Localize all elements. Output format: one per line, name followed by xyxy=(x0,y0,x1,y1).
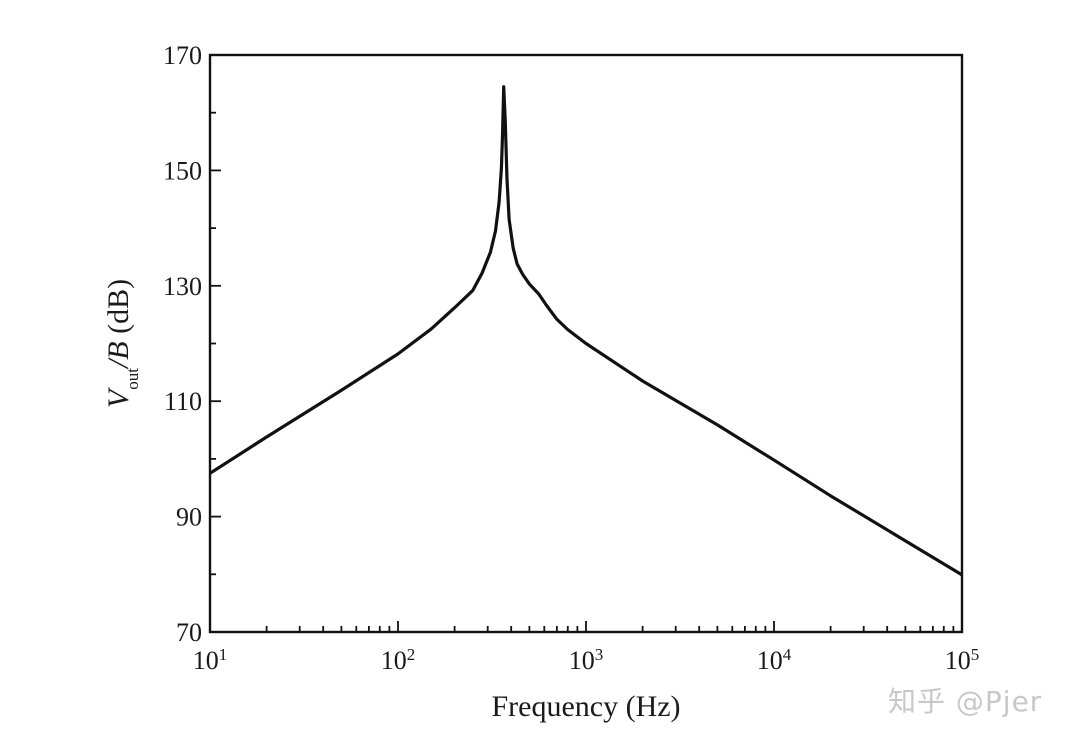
y-tick-label: 90 xyxy=(176,503,202,532)
y-tick-label: 170 xyxy=(163,41,202,70)
y-axis-title-main: V xyxy=(102,386,135,408)
x-tick-label: 101 xyxy=(193,645,228,676)
x-tick-label: 105 xyxy=(945,645,980,676)
y-tick-label: 70 xyxy=(176,618,202,647)
plot-frame xyxy=(208,53,964,634)
series-line xyxy=(209,85,963,577)
x-axis-title: Frequency (Hz) xyxy=(491,690,680,723)
y-tick-label: 110 xyxy=(164,387,202,416)
x-tick-label: 104 xyxy=(757,645,792,676)
watermark-text: 知乎 @Pjer xyxy=(888,685,1043,718)
y-axis-title: Vout/B (dB) xyxy=(102,279,142,408)
y-axis-title-sub: out xyxy=(123,368,142,390)
tick-labels-group: 70 90 110 130 150 170 101 102 103 104 105 xyxy=(163,41,979,675)
y-tick-label: 150 xyxy=(163,156,202,185)
y-tick-label: 130 xyxy=(163,272,202,301)
y-axis-title-rest: /B (dB) xyxy=(102,279,135,370)
x-tick-label: 103 xyxy=(569,645,604,676)
x-tick-label: 102 xyxy=(381,645,416,676)
